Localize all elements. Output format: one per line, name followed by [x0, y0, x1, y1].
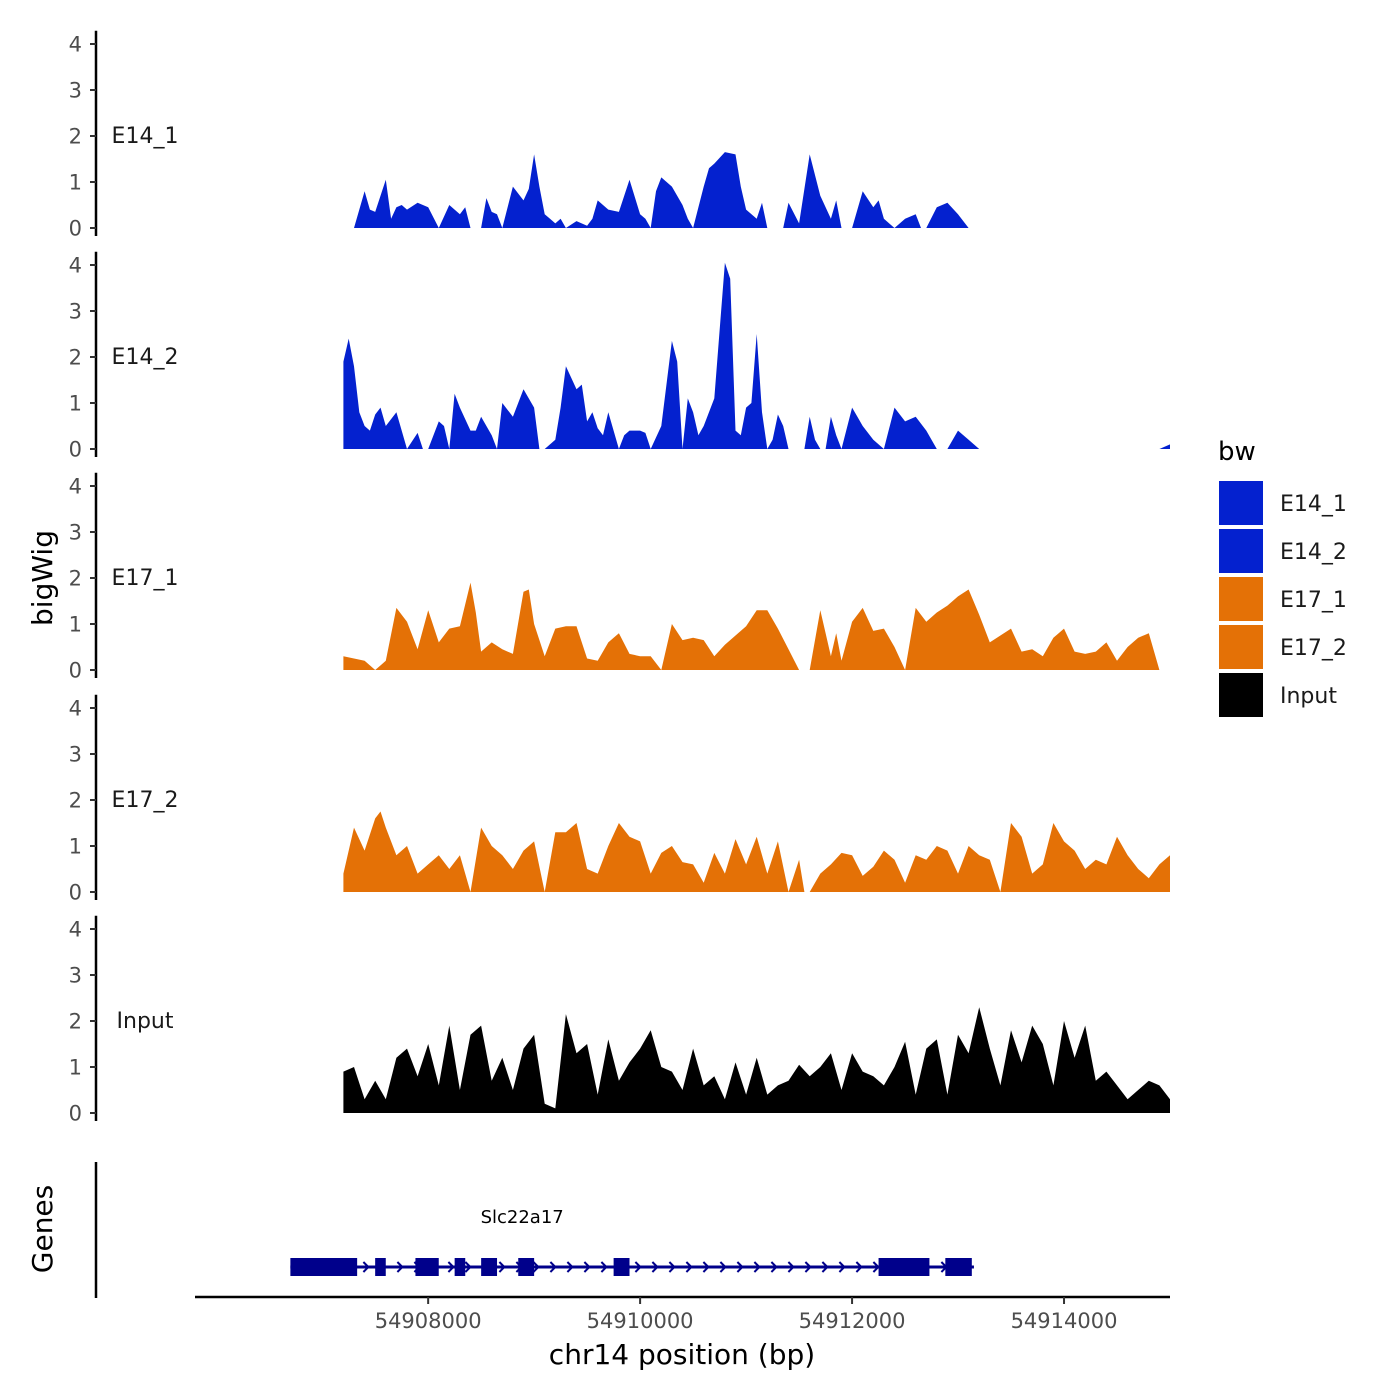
genes-panel: Slc22a17 [94, 1162, 974, 1298]
strand-arrow [566, 1261, 574, 1273]
y-tick-label: 4 [69, 254, 82, 278]
legend-key-E17_2 [1217, 623, 1265, 671]
strand-arrow [634, 1261, 642, 1273]
strand-arrow [685, 1261, 693, 1273]
gene-exon [878, 1258, 930, 1276]
y-tick-label: 3 [69, 964, 82, 988]
strand-arrow [362, 1261, 370, 1273]
strand-arrow [651, 1261, 659, 1273]
y-tick-label: 4 [69, 918, 82, 942]
y-tick-label: 3 [69, 743, 82, 767]
legend-key-Input [1217, 671, 1265, 719]
gene-label: Slc22a17 [481, 1207, 564, 1228]
y-tick-label: 0 [69, 438, 82, 462]
strand-arrow [396, 1261, 404, 1273]
strand-arrow [583, 1261, 591, 1273]
legend-label: E17_1 [1280, 588, 1347, 613]
track-label: Input [117, 1009, 174, 1034]
y-tick-label: 0 [69, 1102, 82, 1126]
gene-exon [518, 1258, 535, 1276]
gene-exon [290, 1258, 358, 1276]
gene-exon [415, 1258, 439, 1276]
track-E17_1: 0 1 2 3 4 E17_1 [69, 472, 1160, 683]
series-area-E17_1 [343, 582, 1160, 670]
track-E14_2: 0 1 2 3 4 E14_2 [69, 251, 1170, 462]
strand-arrow [719, 1261, 727, 1273]
strand-arrow [838, 1261, 846, 1273]
y-tick-label: 1 [69, 613, 82, 637]
gene-exon [375, 1258, 386, 1276]
track-E17_2: 0 1 2 3 4 E17_2 [69, 694, 1170, 905]
y-tick-label: 2 [69, 567, 82, 591]
track-label: E17_2 [112, 788, 179, 813]
track-label: E14_2 [112, 345, 179, 370]
track-label: E17_1 [112, 566, 179, 591]
strand-arrow [668, 1261, 676, 1273]
legend-label: Input [1280, 684, 1337, 709]
strand-arrow [855, 1261, 863, 1273]
y-tick-label: 4 [69, 33, 82, 57]
y-tick-label: 4 [69, 475, 82, 499]
x-tick-label: 54912000 [799, 1309, 906, 1333]
y-tick-label: 3 [69, 300, 82, 324]
x-axis-title: chr14 position (bp) [549, 1338, 815, 1371]
gene-track [290, 1258, 974, 1276]
y-tick-label: 0 [69, 659, 82, 683]
strand-arrow [447, 1261, 455, 1273]
y-tick-label: 0 [69, 881, 82, 905]
y-tick-label: 3 [69, 79, 82, 103]
legend-title: bw [1218, 437, 1256, 467]
legend-key-E14_1 [1217, 479, 1265, 527]
gene-exon [945, 1258, 972, 1276]
gene-exon [481, 1258, 498, 1276]
legend-label: E17_2 [1280, 636, 1347, 661]
track-E14_1: 0 1 2 3 4 E14_1 [69, 30, 1160, 241]
legend-label: E14_1 [1280, 492, 1347, 517]
track-label: E14_1 [112, 124, 179, 149]
strand-arrow [532, 1261, 540, 1273]
strand-arrow [821, 1261, 829, 1273]
gene-exon [454, 1258, 466, 1276]
strand-arrow [600, 1261, 608, 1273]
tracks-panel: 0 1 2 3 4 E14_1 0 1 2 3 4 E14_2 0 1 2 3 4 E17_1 0 1 2 3 4 E17_2… [69, 30, 1170, 1126]
y-tick-label: 1 [69, 171, 82, 195]
x-axis: 54908000 54910000 54912000 54914000 [195, 1295, 1170, 1333]
gene-exon [613, 1258, 630, 1276]
y-tick-label: 2 [69, 789, 82, 813]
series-area-E17_2 [343, 811, 1170, 892]
genes-axis-title: Genes [26, 1185, 59, 1273]
legend-key-E17_1 [1217, 575, 1265, 623]
legend: bw E14_1 E14_2 E17_1 E17_2 Input [1217, 437, 1347, 719]
strand-arrow [872, 1261, 880, 1273]
strand-arrow [804, 1261, 812, 1273]
y-tick-label: 1 [69, 392, 82, 416]
y-tick-label: 2 [69, 346, 82, 370]
x-tick-label: 54914000 [1011, 1309, 1118, 1333]
strand-arrow [770, 1261, 778, 1273]
strand-arrow [549, 1261, 557, 1273]
x-tick-label: 54910000 [587, 1309, 694, 1333]
strand-arrow [736, 1261, 744, 1273]
y-tick-label: 1 [69, 1056, 82, 1080]
strand-arrow [498, 1261, 506, 1273]
y-axis-title: bigWig [26, 530, 59, 626]
y-tick-label: 0 [69, 217, 82, 241]
series-area-E14_2 [343, 262, 1170, 449]
y-tick-label: 2 [69, 125, 82, 149]
strand-arrow [702, 1261, 710, 1273]
y-tick-label: 3 [69, 521, 82, 545]
track-Input: 0 1 2 3 4 Input [69, 915, 1170, 1126]
strand-arrow [787, 1261, 795, 1273]
strand-arrow [753, 1261, 761, 1273]
legend-key-E14_2 [1217, 527, 1265, 575]
series-area-Input [343, 1007, 1170, 1113]
y-tick-label: 1 [69, 835, 82, 859]
strand-arrow [464, 1261, 472, 1273]
y-tick-label: 4 [69, 697, 82, 721]
series-area-E14_1 [354, 152, 1160, 228]
legend-label: E14_2 [1280, 540, 1347, 565]
x-tick-label: 54908000 [375, 1309, 482, 1333]
y-tick-label: 2 [69, 1010, 82, 1034]
